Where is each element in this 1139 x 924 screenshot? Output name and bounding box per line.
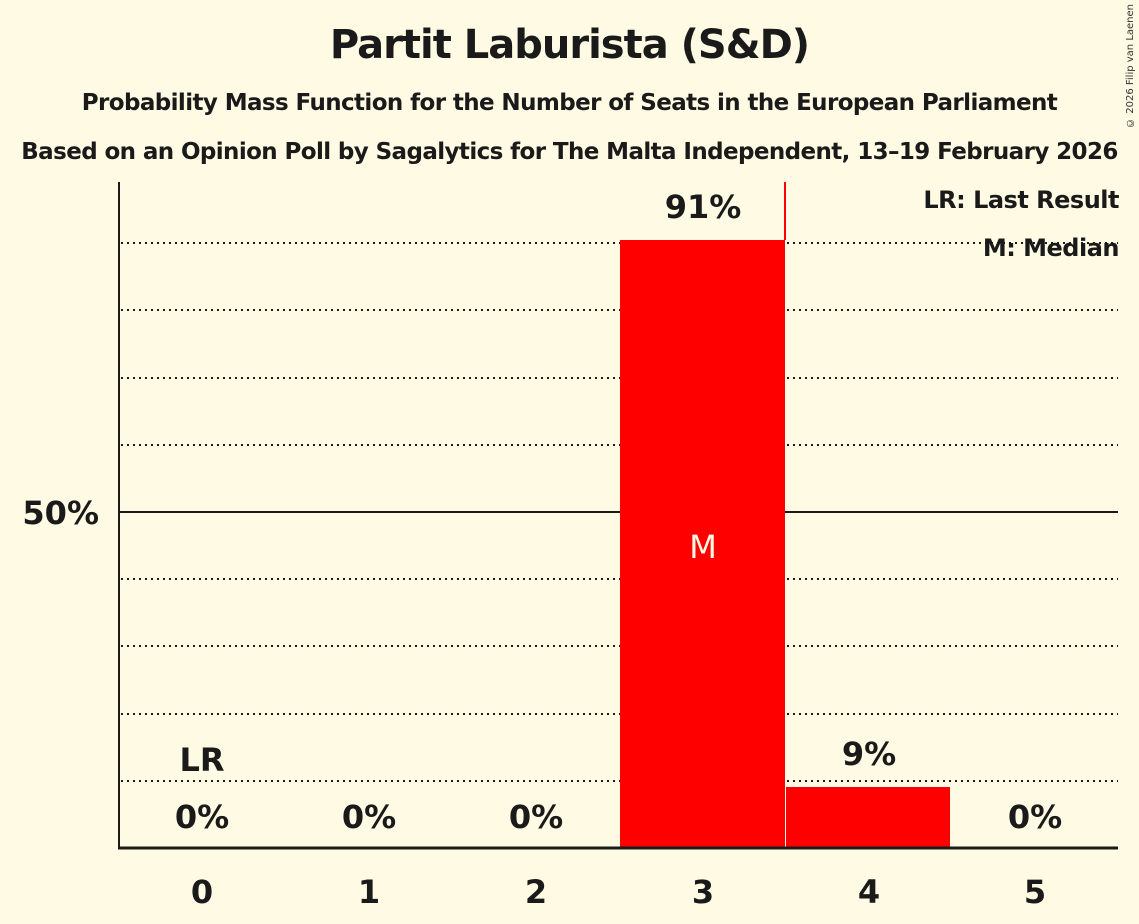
x-tick-5: 5 [1024,873,1046,911]
x-tick-0: 0 [191,873,213,911]
value-label-2: 0% [509,798,563,836]
value-label-1: 0% [342,798,396,836]
value-label-0: 0% [175,798,229,836]
chart-subtitle: Probability Mass Function for the Number… [81,90,1058,116]
x-tick-4: 4 [858,873,880,911]
chart-source: Based on an Opinion Poll by Sagalytics f… [21,139,1118,165]
legend-median: M: Median [982,234,1120,262]
bar-3-seats [620,240,785,848]
legend-last-result: LR: Last Result [923,186,1119,214]
value-label-3: 91% [665,188,742,226]
gridlines [121,242,1118,782]
x-tick-3: 3 [692,873,714,911]
x-tick-2: 2 [525,873,547,911]
y-tick-50: 50% [22,494,99,532]
bar-4-seats [786,787,950,848]
value-label-4: 9% [842,735,896,773]
chart-title: Partit Laburista (S&D) [329,22,810,68]
last-result-marker: LR [179,741,224,779]
x-tick-1: 1 [358,873,380,911]
value-label-5: 0% [1008,798,1062,836]
median-marker: M [689,528,717,566]
